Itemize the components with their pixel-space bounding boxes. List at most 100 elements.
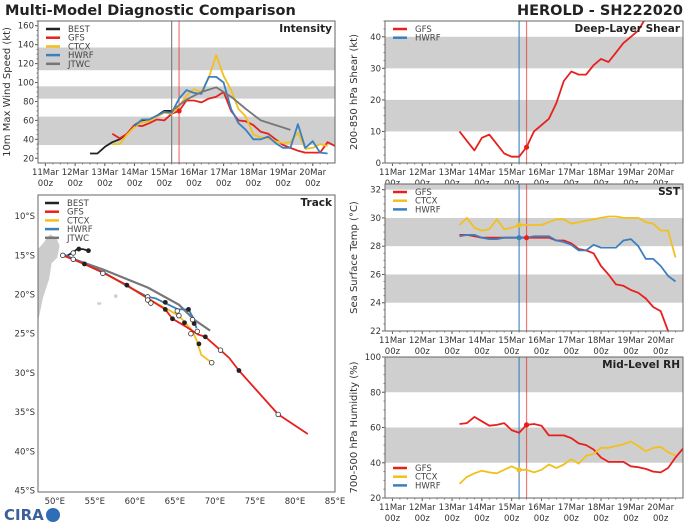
threshold-band (385, 274, 683, 303)
panel-intensity: 2040608010012014016011Mar00z12Mar00z13Ma… (2, 20, 336, 189)
track-marker-12z (209, 359, 215, 366)
legend-label-ctcx: CTCX (415, 197, 438, 207)
series-line-jtwc (171, 86, 291, 131)
y-tick-label: 40 (370, 459, 381, 469)
storm-id: HEROLD - SH222020 (517, 3, 683, 19)
x-tick-label-hour: 00z (653, 347, 669, 357)
legend-label-gfs: GFS (68, 34, 85, 44)
lon-tick-label: 75°E (245, 497, 265, 507)
y-tick-label: 20 (23, 154, 34, 164)
x-tick-label-hour: 00z (246, 179, 262, 189)
threshold-band (385, 36, 683, 69)
series-line-gfs (459, 415, 683, 474)
analysis-marker-gfs (176, 108, 182, 114)
analysis-marker-ctcx (516, 467, 522, 473)
lat-tick-label: 40°S (15, 447, 35, 457)
threshold-band (38, 47, 335, 71)
y-tick-label: 30 (370, 214, 381, 224)
threshold-band (385, 184, 683, 190)
track-marker-12z (275, 411, 281, 418)
x-tick-label-hour: 00z (504, 347, 520, 357)
legend-label-hwrf: HWRF (68, 51, 94, 61)
x-tick-label-date: 16Mar (180, 168, 207, 178)
lon-tick-label: 80°E (285, 497, 305, 507)
y-tick-label: 40 (370, 33, 381, 43)
y-axis-label: 700-500 hPa Humidity (%) (349, 361, 360, 493)
x-tick-label-hour: 00z (623, 514, 639, 524)
panel-title: Track (301, 197, 333, 209)
x-tick-label-hour: 00z (38, 179, 54, 189)
x-tick-label-hour: 00z (157, 179, 173, 189)
x-tick-label-date: 19Mar (617, 503, 644, 513)
legend-label-ctcx: CTCX (68, 42, 91, 52)
track-marker-00z (186, 307, 191, 312)
series-line-ctcx (458, 440, 676, 485)
x-tick-label-date: 15Mar (498, 503, 525, 513)
x-tick-label-date: 18Mar (588, 336, 615, 346)
track-marker-12z (189, 316, 196, 323)
x-tick-label-hour: 00z (216, 179, 232, 189)
x-tick-label-date: 20Mar (647, 503, 674, 513)
series-line-gfs (111, 91, 335, 154)
y-tick-label: 80 (370, 388, 381, 398)
x-tick-label-hour: 00z (444, 514, 460, 524)
legend-label-hwrf: HWRF (415, 34, 441, 44)
legend-label-jtwc: JTWC (66, 234, 89, 244)
panel-sst: 22242628303211Mar00z12Mar00z13Mar00z14Ma… (349, 183, 684, 357)
x-tick-label-hour: 00z (474, 347, 490, 357)
x-tick-label-date: 20Mar (299, 168, 326, 178)
x-tick-label-date: 16Mar (528, 503, 555, 513)
x-tick-label-date: 17Mar (558, 503, 585, 513)
track-marker-00z (162, 307, 168, 312)
lon-tick-label: 70°E (205, 497, 225, 507)
analysis-marker-ctcx (516, 222, 522, 228)
legend-label-gfs: GFS (67, 208, 84, 218)
track-marker-00z (82, 261, 87, 267)
x-tick-label-date: 12Mar (409, 503, 436, 513)
legend-label-gfs: GFS (415, 464, 432, 474)
panel-deep-layer-shear: 01020304011Mar00z12Mar00z13Mar00z14Mar00… (349, 20, 684, 189)
track-marker-12z (194, 328, 201, 335)
x-tick-label-date: 19Mar (617, 336, 644, 346)
analysis-marker-gfs (523, 235, 530, 241)
lat-tick-label: 45°S (15, 486, 35, 496)
threshold-band (38, 116, 335, 146)
x-tick-label-hour: 00z (186, 179, 202, 189)
y-tick-label: 100 (365, 353, 381, 363)
landmass (38, 234, 60, 322)
x-tick-label-date: 11Mar (379, 168, 406, 178)
y-tick-label: 22 (370, 327, 381, 337)
x-tick-label-date: 11Mar (379, 336, 406, 346)
x-tick-label-date: 17Mar (558, 168, 585, 178)
x-tick-label-hour: 00z (97, 179, 113, 189)
y-tick-label: 20 (370, 494, 381, 504)
panel-title: Deep-Layer Shear (574, 23, 680, 35)
x-tick-label-hour: 00z (564, 514, 580, 524)
x-tick-label-date: 18Mar (240, 168, 267, 178)
x-tick-label-date: 13Mar (439, 336, 466, 346)
x-tick-label-date: 18Mar (588, 503, 615, 513)
legend-label-best: BEST (67, 199, 90, 209)
series-line-gfs (458, 21, 683, 158)
y-tick-label: 26 (370, 270, 381, 280)
threshold-band (385, 217, 683, 247)
x-tick-label-hour: 00z (275, 179, 291, 189)
x-tick-label-hour: 00z (385, 514, 401, 524)
track-line-jtwc (62, 254, 211, 332)
x-tick-label-date: 14Mar (468, 336, 495, 346)
landmass (97, 302, 102, 305)
analysis-marker-hwrf (516, 235, 522, 241)
x-tick-label-date: 14Mar (468, 503, 495, 513)
x-tick-label-date: 19Mar (617, 168, 644, 178)
analysis-marker-gfs (523, 422, 530, 428)
y-tick-label: 40 (23, 135, 34, 145)
x-tick-label-hour: 00z (653, 514, 669, 524)
x-tick-label-hour: 00z (305, 179, 321, 189)
x-tick-label-date: 17Mar (210, 168, 237, 178)
x-tick-label-date: 16Mar (528, 336, 555, 346)
analysis-marker-gfs (523, 144, 530, 150)
track-marker-12z (217, 347, 224, 353)
track-marker-00z (191, 321, 197, 326)
x-tick-label-hour: 00z (415, 514, 431, 524)
series-line-ctcx (458, 215, 677, 258)
